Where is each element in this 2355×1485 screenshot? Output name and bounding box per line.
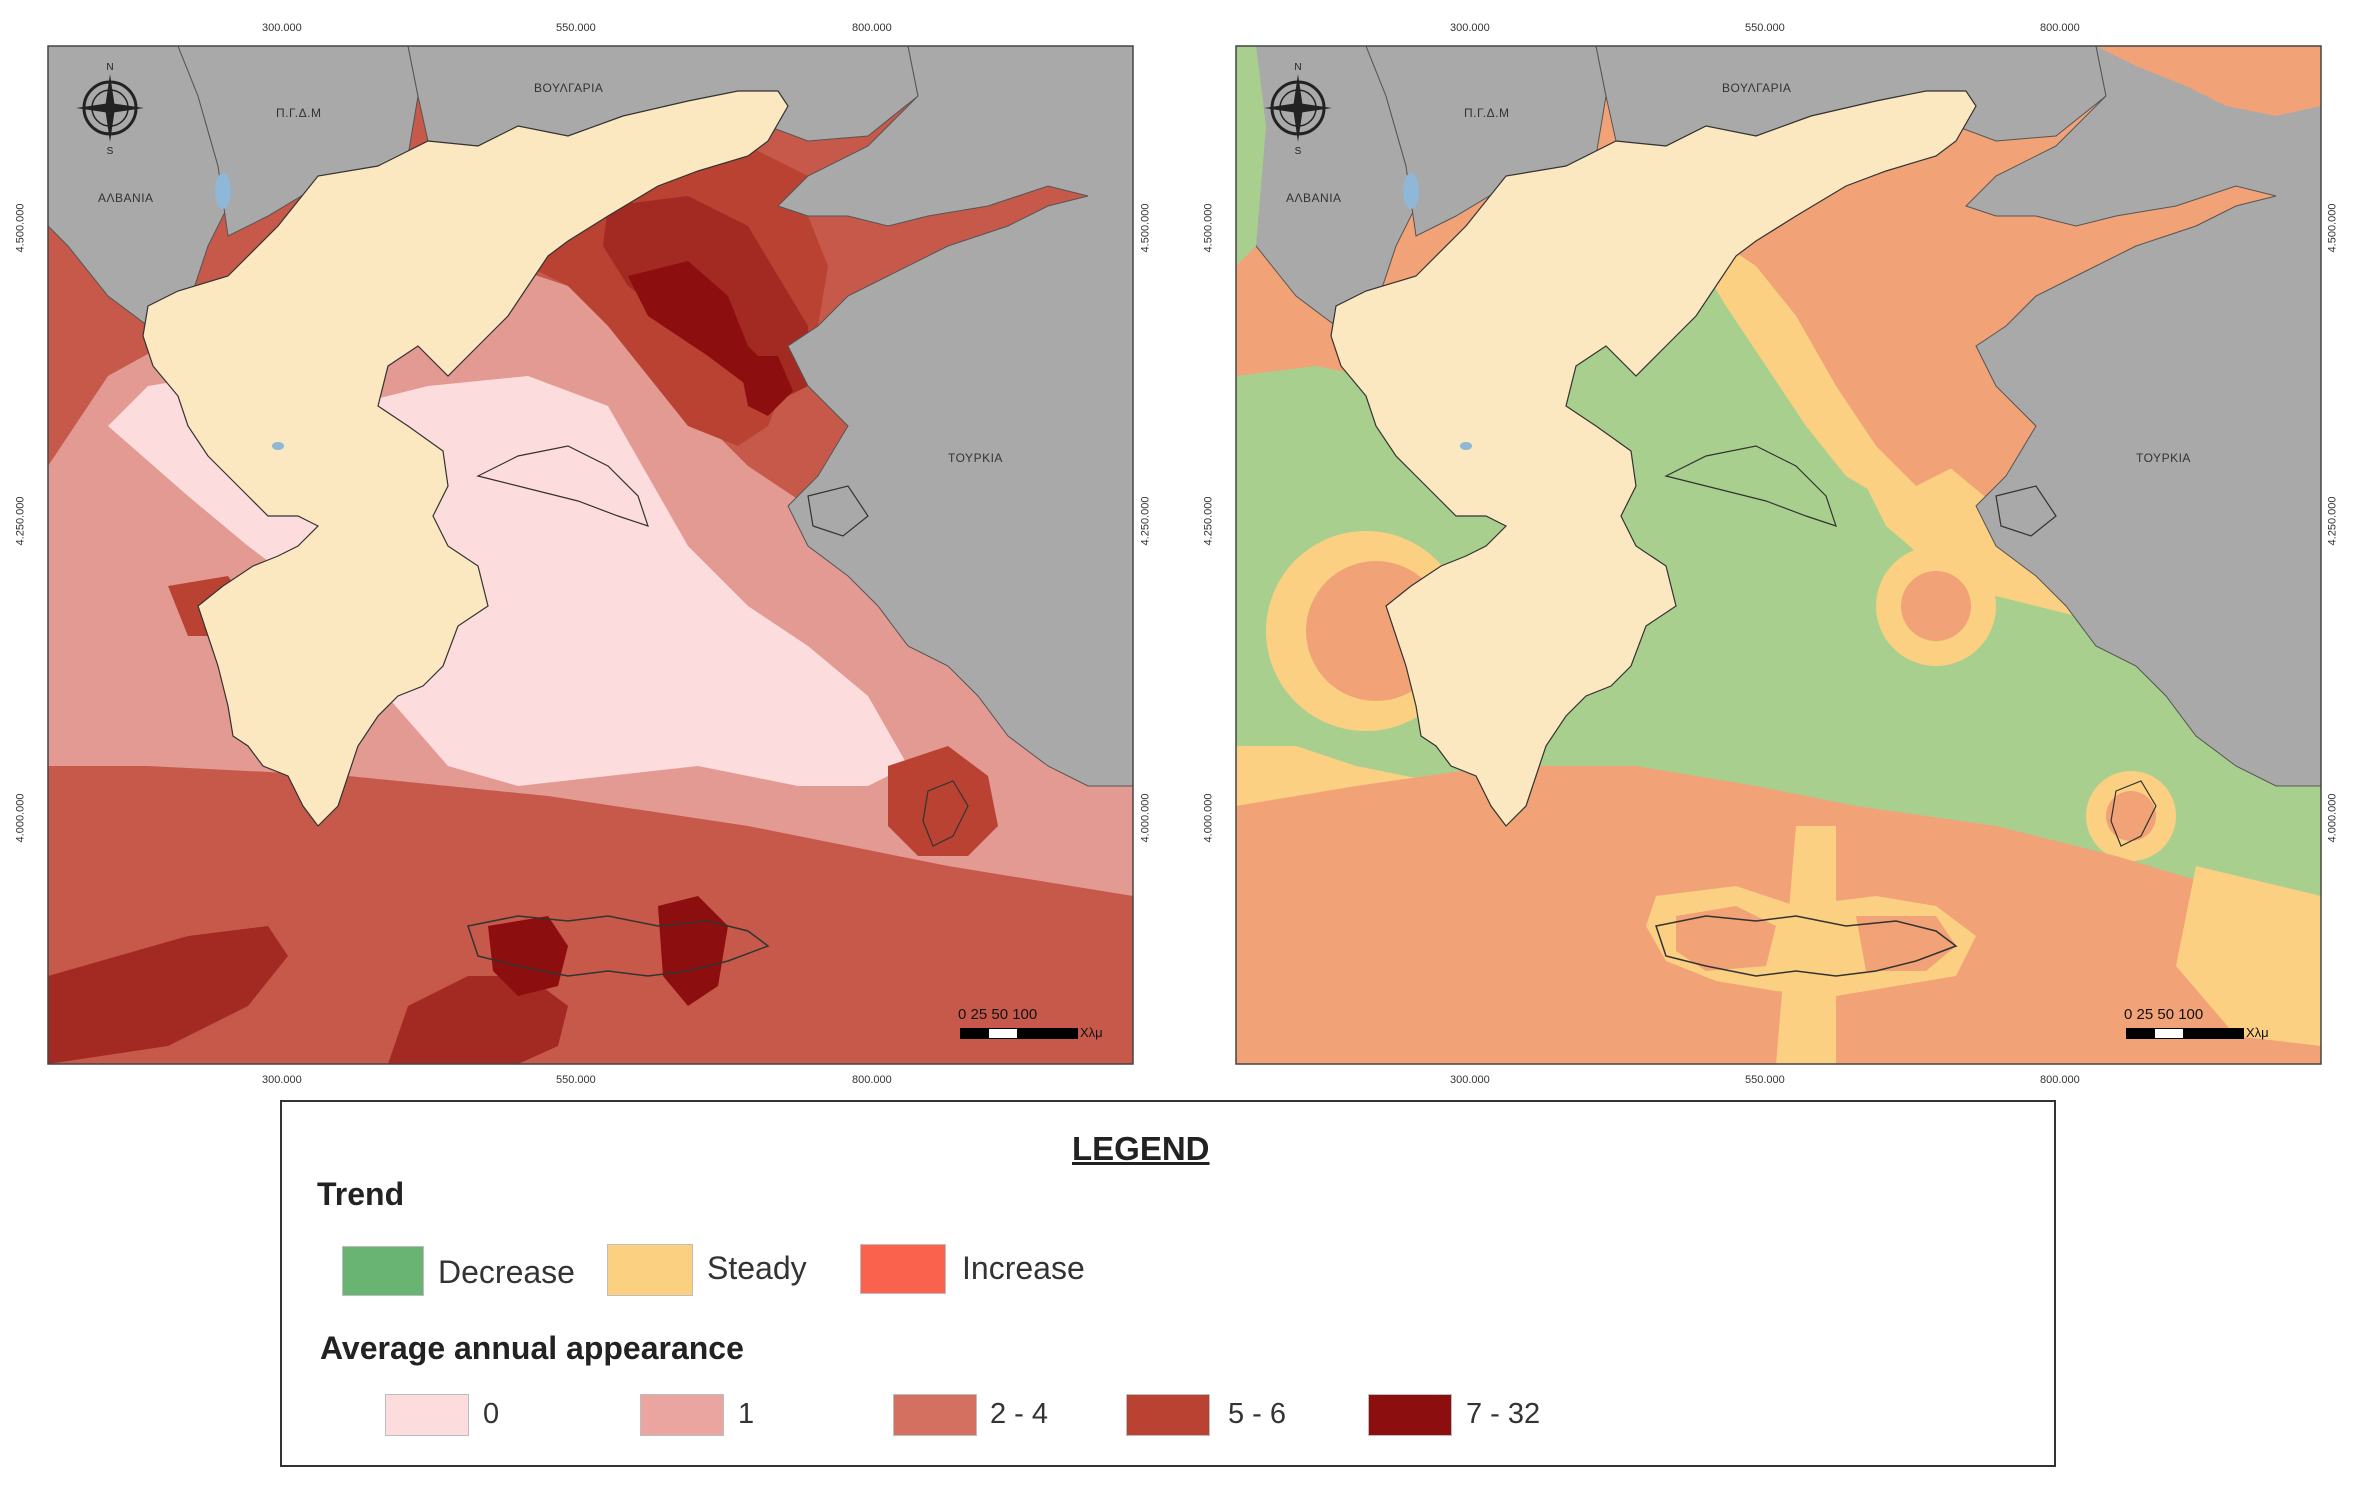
left-y-tick-right-3: 4.000.000 <box>1139 793 1152 843</box>
label-appearance-5-6: 5 - 6 <box>1228 1398 1287 1430</box>
legend-trend-label: Trend <box>317 1176 405 1212</box>
label-appearance-0: 0 <box>483 1398 500 1430</box>
left-zone-7-32-north <box>628 261 778 386</box>
left-y-tick-right-2: 4.250.000 <box>1139 496 1152 546</box>
right-bottom-tick-2: 550.000 <box>1745 1074 1785 1086</box>
left-top-tick-3: 800.000 <box>852 22 892 34</box>
right-y-tick-right-2: 4.250.000 <box>2326 496 2339 546</box>
label-turkey-right: ΤΟΥΡΚΙΑ <box>2136 451 2191 465</box>
left-bottom-tick-2: 550.000 <box>556 1074 596 1086</box>
left-y-tick-3: 4.000.000 <box>14 793 27 843</box>
label-fyrom: Π.Γ.Δ.Μ <box>276 106 322 120</box>
svg-text:S: S <box>107 146 114 157</box>
svg-text:S: S <box>1295 146 1302 157</box>
swatch-steady <box>607 1244 693 1296</box>
left-scale-numbers: 0 25 50 100 <box>958 1006 1038 1023</box>
right-bottom-tick-1: 300.000 <box>1450 1074 1490 1086</box>
right-zone-rhodes-increase <box>2106 791 2156 841</box>
right-zone-aegean-increase <box>1901 571 1971 641</box>
label-appearance-1: 1 <box>738 1398 755 1430</box>
label-bulgaria: ΒΟΥΛΓΑΡΙΑ <box>534 81 604 95</box>
left-top-tick-2: 550.000 <box>556 22 596 34</box>
left-zone-7-32-east <box>738 356 793 416</box>
left-map-panel: N S ΑΛΒΑΝΙΑ Π.Γ.Δ.Μ ΒΟΥΛΓΑΡΙΑ ΤΟΥΡΚΙΑ 0 … <box>47 45 1134 1065</box>
right-y-tick-2: 4.250.000 <box>1202 496 1215 546</box>
left-scale-bar: 0 25 50 100 Χλμ <box>958 1006 1118 1046</box>
right-bottom-tick-3: 800.000 <box>2040 1074 2080 1086</box>
label-increase: Increase <box>962 1250 1085 1286</box>
legend-appearance-label: Average annual appearance <box>320 1330 744 1366</box>
label-appearance-2-4: 2 - 4 <box>990 1398 1049 1430</box>
left-scale-unit: Χλμ <box>1080 1025 1103 1040</box>
right-y-tick-right-1: 4.500.000 <box>2326 203 2339 253</box>
right-compass-icon: N S <box>1264 62 1332 157</box>
right-top-tick-1: 300.000 <box>1450 22 1490 34</box>
label-turkey: ΤΟΥΡΚΙΑ <box>948 451 1003 465</box>
right-scale-bar: 0 25 50 100 Χλμ <box>2124 1006 2284 1046</box>
legend-title: LEGEND <box>1072 1130 1210 1167</box>
label-appearance-7-32: 7 - 32 <box>1466 1398 1541 1430</box>
left-bottom-tick-1: 300.000 <box>262 1074 302 1086</box>
label-albania: ΑΛΒΑΝΙΑ <box>98 191 154 205</box>
right-scale-unit: Χλμ <box>2246 1025 2269 1040</box>
right-top-tick-3: 800.000 <box>2040 22 2080 34</box>
right-y-tick-3: 4.000.000 <box>1202 793 1215 843</box>
right-zone-east-steady <box>2176 866 2321 1046</box>
right-map-panel: N S ΑΛΒΑΝΙΑ Π.Γ.Δ.Μ ΒΟΥΛΓΑΡΙΑ ΤΟΥΡΚΙΑ 0 … <box>1235 45 2322 1065</box>
left-y-tick-2: 4.250.000 <box>14 496 27 546</box>
label-decrease: Decrease <box>438 1254 575 1290</box>
right-zone-steady-ne-ring <box>1686 206 1916 506</box>
swatch-appearance-5-6 <box>1126 1394 1210 1436</box>
right-nw-green-strip <box>1236 46 1266 266</box>
swatch-increase <box>860 1244 946 1294</box>
left-zone-south-big <box>48 926 288 1064</box>
right-y-tick-right-3: 4.000.000 <box>2326 793 2339 843</box>
swatch-appearance-0 <box>385 1394 469 1436</box>
left-top-tick-1: 300.000 <box>262 22 302 34</box>
label-albania-right: ΑΛΒΑΝΙΑ <box>1286 191 1342 205</box>
left-y-tick-right-1: 4.500.000 <box>1139 203 1152 253</box>
left-compass-icon: N S <box>76 62 144 157</box>
right-scale-numbers: 0 25 50 100 <box>2124 1006 2204 1023</box>
swatch-decrease <box>342 1246 424 1296</box>
svg-text:N: N <box>1294 62 1301 73</box>
swatch-appearance-2-4 <box>893 1394 977 1436</box>
left-map: N S <box>47 45 1134 1065</box>
right-zone-increase-ne <box>1706 146 2026 486</box>
left-zone-crete-w <box>488 916 568 996</box>
label-fyrom-right: Π.Γ.Δ.Μ <box>1464 106 1510 120</box>
left-zone-dodecanese <box>888 746 998 856</box>
right-top-tick-2: 550.000 <box>1745 22 1785 34</box>
svg-text:N: N <box>106 62 113 73</box>
left-bottom-tick-3: 800.000 <box>852 1074 892 1086</box>
label-bulgaria-right: ΒΟΥΛΓΑΡΙΑ <box>1722 81 1792 95</box>
right-map: N S <box>1235 45 2322 1065</box>
swatch-appearance-7-32 <box>1368 1394 1452 1436</box>
right-y-tick-1: 4.500.000 <box>1202 203 1215 253</box>
left-y-tick-1: 4.500.000 <box>14 203 27 253</box>
swatch-appearance-1 <box>640 1394 724 1436</box>
right-zone-crete-inc-w <box>1676 906 1776 971</box>
left-zone-crete-south <box>388 976 568 1064</box>
label-steady: Steady <box>707 1250 807 1286</box>
